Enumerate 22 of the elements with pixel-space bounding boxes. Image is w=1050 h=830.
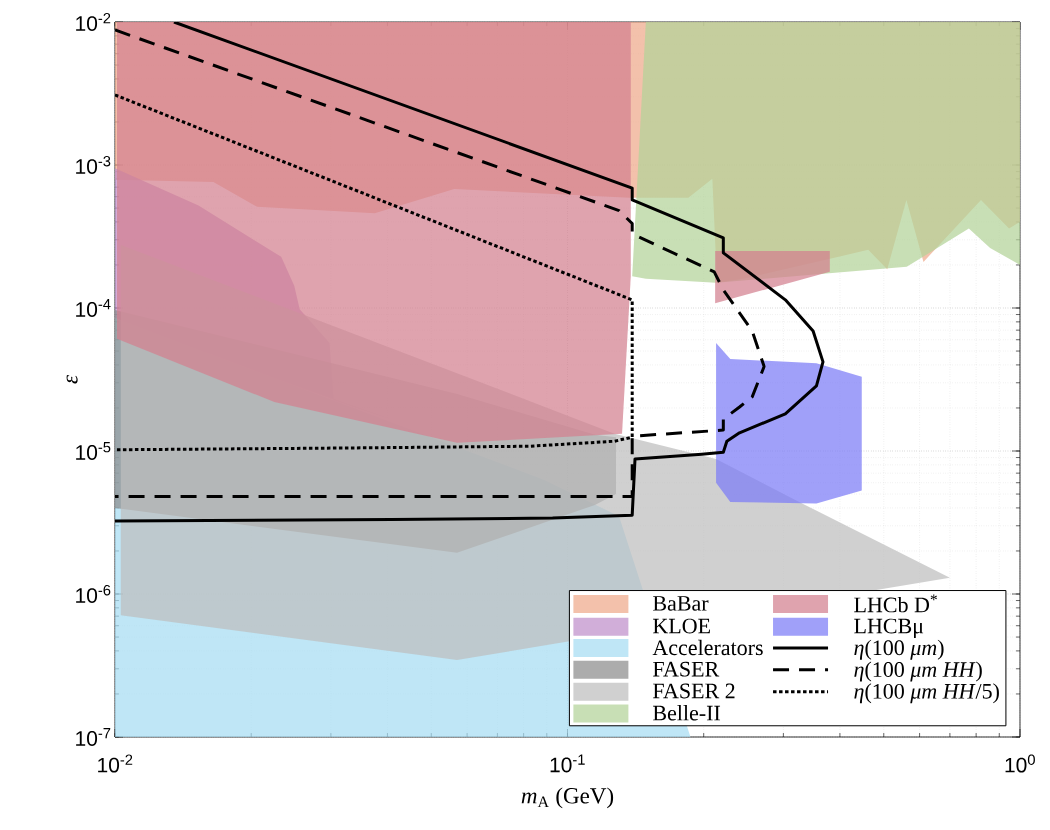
- y-tick-label: 10$^{-5}$: [76, 442, 111, 460]
- legend-label: LHCb D$^{*}$: [854, 594, 937, 613]
- legend-label: KLOE: [653, 618, 710, 634]
- x-tick-label: 10$^{0}$: [1005, 754, 1035, 773]
- legend-label: η(100 μm HH): [854, 661, 982, 682]
- legend-label: BaBar: [653, 596, 709, 611]
- x-tick-label: 10$^{-2}$: [98, 754, 133, 773]
- legend-label: η(100 μm): [854, 639, 944, 660]
- y-tick-label: 10$^{-2}$: [76, 13, 111, 31]
- y-axis-title: ε: [66, 374, 78, 384]
- x-tick-label: 10$^{-1}$: [550, 754, 585, 773]
- legend-label: Accelerators: [652, 639, 763, 656]
- y-tick-label: 10$^{-3}$: [76, 156, 111, 174]
- y-tick-label: 10$^{-6}$: [76, 585, 111, 603]
- legend-label: FASER: [653, 661, 720, 677]
- legend-label: η(100 μm HH/5): [854, 683, 999, 704]
- legend-label: FASER 2: [653, 683, 735, 699]
- legend-label: Belle-II: [653, 705, 721, 721]
- x-axis-title: m$_{A}$ (GeV): [521, 787, 614, 809]
- y-tick-label: 10$^{-4}$: [76, 299, 111, 317]
- legend-label: LHCBμ: [854, 618, 924, 638]
- y-tick-label: 10$^{-7}$: [76, 728, 111, 746]
